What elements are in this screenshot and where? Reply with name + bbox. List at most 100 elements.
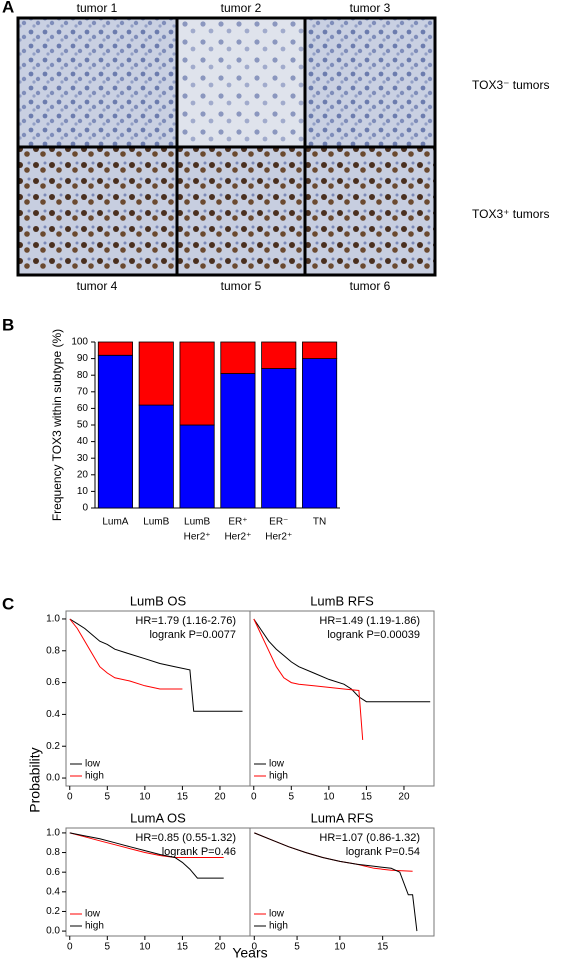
legend-label: low bbox=[269, 909, 285, 920]
annotation: logrank P=0.54 bbox=[346, 846, 420, 858]
legend-label: low bbox=[269, 759, 285, 770]
plot-frame bbox=[249, 610, 435, 787]
image-label: tumor 5 bbox=[221, 279, 262, 293]
annotation: HR=1.79 (1.16-2.76) bbox=[135, 615, 236, 627]
x-tick-label: 5 bbox=[289, 792, 295, 803]
x-tick-label: 20 bbox=[214, 792, 226, 803]
plot-title: LumA OS bbox=[130, 810, 186, 825]
y-tick-label: 0.2 bbox=[46, 906, 60, 917]
micrograph bbox=[305, 18, 435, 147]
annotation: logrank P=0.46 bbox=[162, 846, 236, 858]
bar-segment bbox=[179, 341, 215, 426]
legend-label: high bbox=[85, 771, 104, 782]
survival-curve bbox=[69, 832, 224, 858]
y-tick-label: 0.6 bbox=[46, 677, 60, 688]
x-tick-label: 5 bbox=[294, 942, 300, 953]
annotation: HR=1.07 (0.86-1.32) bbox=[319, 832, 420, 844]
image-label: tumor 2 bbox=[221, 1, 262, 15]
y-tick-label: 1.0 bbox=[46, 614, 60, 625]
plot-frame bbox=[65, 610, 251, 787]
bar-segment bbox=[97, 354, 133, 509]
x-tick-label: LumA bbox=[102, 517, 128, 528]
x-tick-label: Her2⁺ bbox=[224, 532, 251, 543]
y-axis-label: Probability bbox=[27, 747, 43, 812]
survival-curve bbox=[254, 832, 418, 932]
y-tick-label: 0.0 bbox=[46, 773, 60, 784]
panel-label: A bbox=[2, 0, 14, 16]
row-label: TOX3⁻ tumors bbox=[472, 78, 549, 92]
x-tick-label: 0 bbox=[67, 942, 73, 953]
x-tick-label: 20 bbox=[398, 792, 410, 803]
y-tick-label: 10 bbox=[77, 486, 89, 497]
y-tick-label: 50 bbox=[77, 420, 89, 431]
x-tick-label: 10 bbox=[139, 942, 151, 953]
x-tick-label: 0 bbox=[251, 942, 257, 953]
legend-label: high bbox=[85, 921, 104, 932]
image-label: tumor 6 bbox=[350, 279, 391, 293]
annotation: HR=0.85 (0.55-1.32) bbox=[135, 832, 236, 844]
legend-label: low bbox=[85, 759, 101, 770]
y-tick-label: 80 bbox=[77, 370, 89, 381]
bar-segment bbox=[302, 358, 338, 509]
survival-curve bbox=[69, 832, 224, 879]
x-tick-label: 20 bbox=[214, 942, 226, 953]
y-tick-label: 0.6 bbox=[46, 867, 60, 878]
bar-segment bbox=[138, 404, 174, 509]
x-tick-label: 15 bbox=[377, 942, 389, 953]
image-label: tumor 3 bbox=[350, 1, 391, 15]
y-tick-label: 0.8 bbox=[46, 847, 60, 858]
y-tick-label: 0.4 bbox=[46, 709, 60, 720]
y-tick-label: 20 bbox=[77, 469, 89, 480]
y-tick-label: 1.0 bbox=[46, 828, 60, 839]
x-tick-label: 0 bbox=[251, 792, 257, 803]
legend-label: high bbox=[269, 921, 288, 932]
legend-label: high bbox=[269, 771, 288, 782]
micrograph bbox=[18, 147, 177, 275]
annotation: HR=1.49 (1.19-1.86) bbox=[319, 615, 420, 627]
x-tick-label: Her2⁺ bbox=[184, 532, 211, 543]
x-tick-label: 15 bbox=[177, 792, 189, 803]
y-tick-label: 70 bbox=[77, 386, 89, 397]
x-tick-label: 15 bbox=[177, 942, 189, 953]
image-label: tumor 4 bbox=[77, 279, 118, 293]
plot-title: LumB OS bbox=[130, 593, 187, 608]
y-tick-label: 40 bbox=[77, 436, 89, 447]
y-tick-label: 0.0 bbox=[46, 926, 60, 937]
x-tick-label: ER⁺ bbox=[228, 517, 247, 528]
plot-frame bbox=[65, 827, 251, 937]
survival-curve bbox=[69, 618, 183, 690]
micrograph bbox=[305, 147, 435, 275]
y-tick-label: 90 bbox=[77, 353, 89, 364]
bar-segment bbox=[138, 341, 174, 406]
x-tick-label: 0 bbox=[67, 792, 73, 803]
micrograph bbox=[177, 147, 305, 275]
legend-label: low bbox=[85, 909, 101, 920]
micrograph bbox=[18, 18, 177, 147]
bar-segment bbox=[220, 341, 256, 374]
panel-label: C bbox=[2, 594, 14, 613]
bar-segment bbox=[261, 368, 297, 509]
image-grid bbox=[16, 16, 437, 277]
micrograph bbox=[177, 18, 305, 147]
survival-curve bbox=[253, 618, 431, 703]
bar-segment bbox=[261, 341, 297, 369]
bar-segment bbox=[97, 341, 133, 356]
y-tick-label: 100 bbox=[71, 337, 88, 348]
x-tick-label: 5 bbox=[105, 942, 111, 953]
row-label: TOX3⁺ tumors bbox=[472, 207, 549, 221]
bar-segment bbox=[179, 424, 215, 509]
x-tick-label: 10 bbox=[334, 942, 346, 953]
x-tick-label: 5 bbox=[105, 792, 111, 803]
y-axis-label: Frequency TOX3 within subtype (%) bbox=[50, 329, 64, 521]
survival-curve bbox=[69, 618, 243, 712]
y-tick-label: 0.4 bbox=[46, 886, 60, 897]
x-tick-label: ER⁻ bbox=[269, 517, 288, 528]
x-tick-label: 15 bbox=[361, 792, 373, 803]
image-label: tumor 1 bbox=[77, 1, 118, 15]
y-tick-label: 60 bbox=[77, 403, 89, 414]
bar-segment bbox=[302, 341, 338, 360]
y-tick-label: 0.2 bbox=[46, 741, 60, 752]
plot-title: LumA RFS bbox=[311, 810, 374, 825]
